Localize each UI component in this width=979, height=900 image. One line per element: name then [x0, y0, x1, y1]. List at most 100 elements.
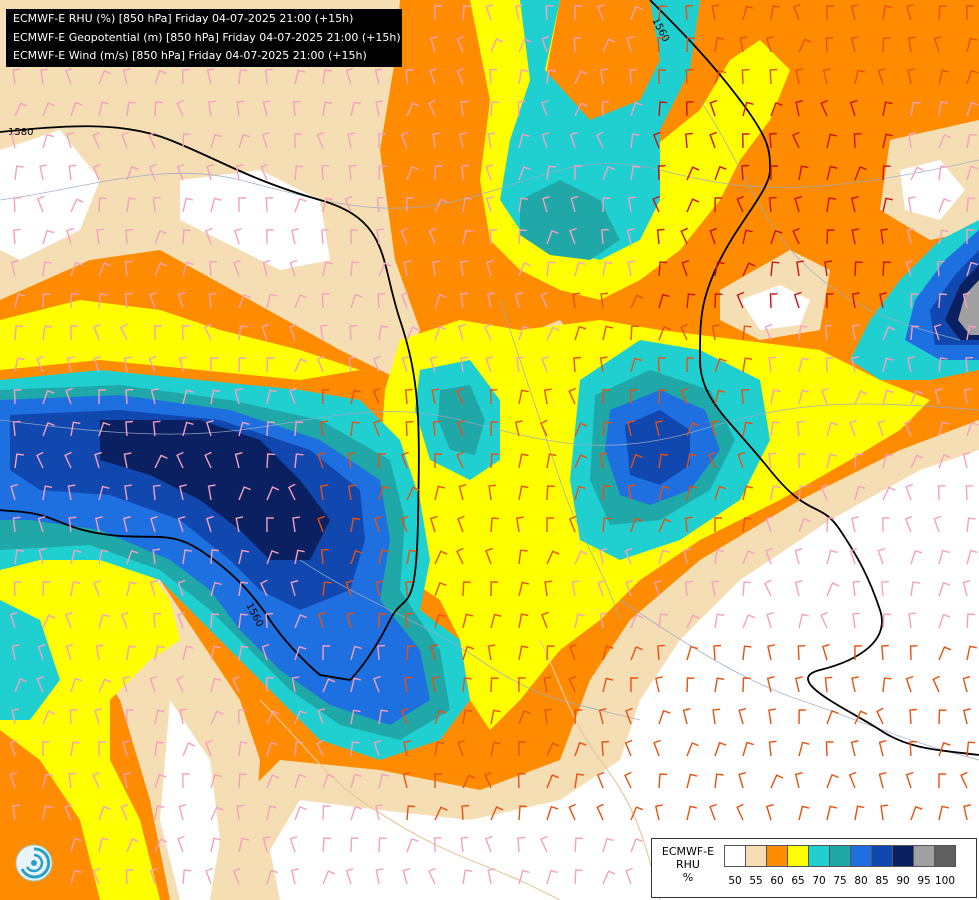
wind-barb [736, 803, 744, 821]
wind-barb [179, 356, 187, 373]
wind-barb [546, 453, 557, 469]
wind-barb [794, 676, 803, 693]
wind-barb [573, 37, 582, 53]
wind-barb [12, 420, 21, 437]
rhu-60-region-west [0, 300, 360, 380]
wind-barb [484, 771, 492, 789]
title-wind: ECMWF-E Wind (m/s) [850 hPa] Friday 04-0… [13, 49, 367, 62]
wind-barb [514, 292, 523, 309]
wind-barb [238, 549, 250, 565]
wind-barb [938, 357, 948, 373]
wind-barb [767, 452, 776, 469]
wind-barb [265, 68, 273, 85]
wind-barb [266, 389, 277, 405]
wind-barb [793, 291, 802, 309]
wind-barb [120, 611, 129, 629]
wind-barb [685, 101, 694, 117]
wind-barb [711, 580, 720, 597]
wind-barb [798, 517, 811, 533]
wind-barb [966, 741, 976, 757]
wind-barb [934, 388, 943, 405]
wind-barb [854, 710, 868, 725]
wind-barb [238, 837, 250, 853]
wind-barb [546, 742, 560, 757]
wind-barb [93, 323, 101, 341]
wind-barb [601, 101, 610, 117]
wind-barb [68, 516, 77, 533]
wind-barb [826, 5, 834, 20]
wind-barb [316, 739, 324, 757]
wind-barb [824, 324, 833, 341]
wind-barb [658, 453, 669, 469]
wind-barb [966, 325, 977, 341]
wind-barb [546, 485, 555, 501]
wind-barb [876, 707, 884, 725]
legend-tick-65: 65 [791, 875, 805, 887]
wind-barb [14, 453, 24, 469]
wind-barb [602, 645, 614, 661]
wind-barb [262, 260, 271, 277]
wind-barb [542, 195, 550, 213]
wind-barb [630, 101, 643, 117]
contour-1580 [0, 125, 420, 681]
wind-barb [204, 451, 212, 469]
wind-barb [938, 134, 952, 149]
wind-barb [434, 806, 448, 821]
wind-barb [429, 67, 437, 85]
wind-barb [150, 515, 158, 533]
wind-barb [630, 614, 644, 629]
wind-barb [238, 133, 251, 149]
wind-barb [403, 740, 411, 757]
wind-barb [572, 292, 581, 309]
wind-barb [602, 517, 612, 533]
wind-barb [820, 99, 828, 117]
legend-swatches [724, 845, 956, 867]
wind-barb [965, 356, 974, 373]
wind-barb [658, 5, 668, 21]
wind-barb [518, 69, 529, 85]
wind-barb [238, 741, 248, 757]
wind-barb [10, 132, 19, 149]
wind-barb [206, 163, 215, 181]
wind-barb [882, 613, 892, 629]
wind-barb [709, 99, 718, 117]
wind-barb [654, 420, 663, 437]
wind-barb [518, 325, 531, 341]
wind-barb [765, 515, 774, 533]
wind-barb [260, 163, 268, 181]
wind-barb [820, 387, 829, 405]
wind-barb [42, 389, 55, 405]
wind-barb [458, 484, 467, 501]
wind-barb [826, 582, 840, 597]
wind-barb [406, 102, 420, 117]
wind-barb [39, 164, 48, 181]
wind-barb [601, 740, 610, 757]
wind-barb [826, 421, 839, 437]
wind-barb [966, 549, 978, 565]
wind-barb [490, 709, 501, 725]
wind-barb [849, 419, 857, 437]
wind-barb [210, 677, 222, 693]
wind-barb [13, 196, 22, 213]
wind-barb [294, 805, 307, 821]
wind-barb [12, 516, 21, 533]
wind-barb [599, 548, 608, 565]
legend-tick-90: 90 [896, 875, 910, 887]
wind-barb [630, 294, 644, 309]
wind-barb [209, 260, 217, 277]
rhu-90-region-northeast [958, 280, 979, 335]
wind-barb [882, 453, 894, 469]
wind-barb [630, 646, 643, 661]
wind-barb [14, 325, 24, 341]
wind-barb [294, 453, 304, 469]
wind-barb [826, 549, 838, 565]
wind-barb [403, 260, 412, 277]
wind-barb [12, 68, 21, 85]
wind-barb [938, 613, 951, 629]
wind-barb [769, 132, 777, 149]
wind-barb [70, 741, 81, 757]
wind-barb [152, 420, 161, 437]
wind-barb [518, 197, 529, 213]
wind-barb [67, 484, 76, 501]
